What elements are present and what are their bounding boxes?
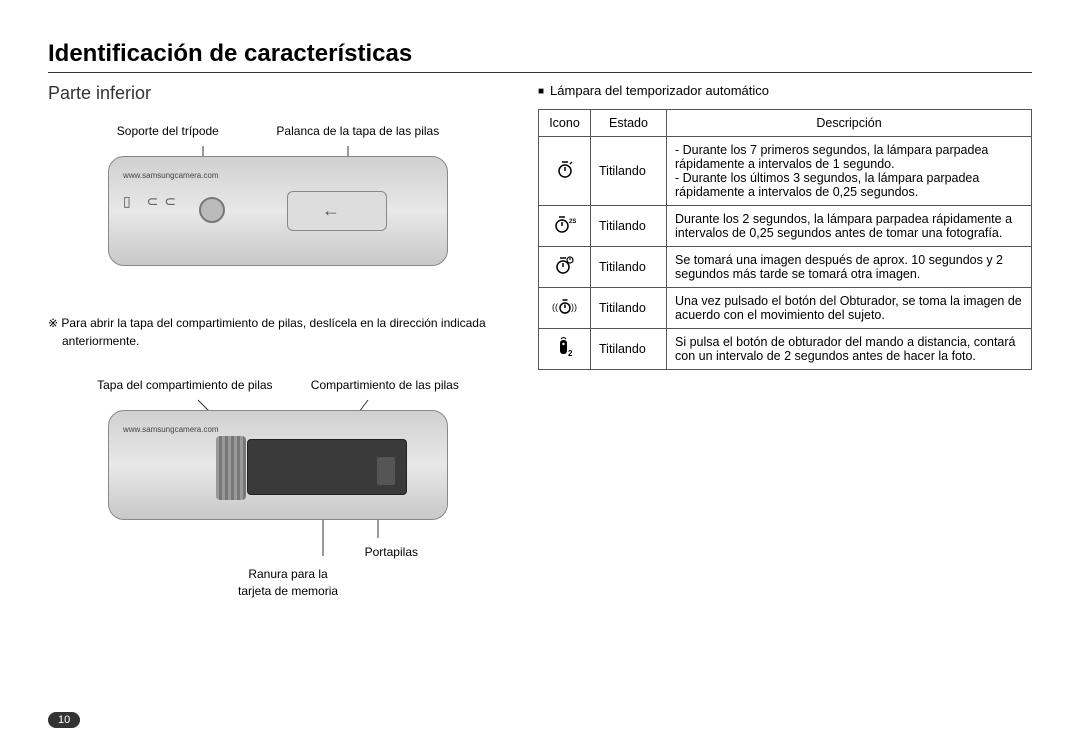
label-card-slot-b: tarjeta de memoria: [238, 583, 338, 600]
svg-text:)): )): [571, 302, 577, 312]
label-tripod: Soporte del trípode: [117, 124, 219, 138]
tripod-socket-icon: [199, 197, 225, 223]
bullet-icon: ■: [538, 83, 544, 101]
table-row: 2 TitilandoSi pulsa el botón de obturador…: [539, 329, 1032, 370]
page-number: 10: [48, 712, 80, 728]
desc-cell: Se tomará una imagen después de aprox. 1…: [667, 247, 1032, 288]
page-title: Identificación de características: [48, 40, 1032, 73]
desc-cell: Si pulsa el botón de obturador del mando…: [667, 329, 1032, 370]
state-cell: Titilando: [591, 329, 667, 370]
label-holder: Portapilas: [365, 544, 418, 561]
label-battery-compartment: Compartimiento de las pilas: [311, 378, 459, 392]
timer2s-icon: 2S: [539, 206, 591, 247]
table-row: Titilando- Durante los 7 primeros segund…: [539, 137, 1032, 206]
state-cell: Titilando: [591, 288, 667, 329]
svg-text:2S: 2S: [569, 219, 576, 225]
label-lever: Palanca de la tapa de las pilas: [276, 124, 439, 138]
timer-icon: [539, 137, 591, 206]
left-column: Parte inferior Soporte del trípode Palan…: [48, 83, 508, 638]
svg-text:2: 2: [568, 349, 573, 358]
label-battery-cover: Tapa del compartimiento de pilas: [97, 378, 272, 392]
state-cell: Titilando: [591, 247, 667, 288]
th-icon: Icono: [539, 110, 591, 137]
timer-table: Icono Estado Descripción Titilando- Dura…: [538, 109, 1032, 370]
desc-cell: Durante los 2 segundos, la lámpara parpa…: [667, 206, 1032, 247]
figure-bottom-open: Tapa del compartimiento de pilas Compart…: [88, 378, 468, 618]
table-row: TitilandoSe tomará una imagen después de…: [539, 247, 1032, 288]
table-row: 2S TitilandoDurante los 2 segundos, la lá…: [539, 206, 1032, 247]
th-state: Estado: [591, 110, 667, 137]
table-row: (())TitilandoUna vez pulsado el botón de…: [539, 288, 1032, 329]
card-slot-icon: [377, 457, 395, 485]
section-subtitle: Parte inferior: [48, 83, 508, 104]
cert-marks-icon: ▯ ⊂⊂: [123, 193, 182, 210]
desc-cell: Una vez pulsado el botón del Obturador, …: [667, 288, 1032, 329]
battery-lever-icon: [287, 191, 387, 231]
remote2-icon: 2: [539, 329, 591, 370]
state-cell: Titilando: [591, 206, 667, 247]
th-desc: Descripción: [667, 110, 1032, 137]
open-cover-note: ※ Para abrir la tapa del compartimiento …: [48, 314, 508, 350]
camera-url: www.samsungcamera.com: [123, 171, 219, 180]
camera-url: www.samsungcamera.com: [123, 425, 219, 434]
figure-bottom-closed: Soporte del trípode Palanca de la tapa d…: [88, 124, 468, 294]
timer-heading: Lámpara del temporizador automático: [550, 83, 769, 101]
svg-text:((: ((: [552, 302, 558, 312]
timer-double-icon: [539, 247, 591, 288]
state-cell: Titilando: [591, 137, 667, 206]
right-column: ■ Lámpara del temporizador automático Ic…: [538, 83, 1032, 638]
desc-cell: - Durante los 7 primeros segundos, la lá…: [667, 137, 1032, 206]
timer-motion-icon: (()): [539, 288, 591, 329]
label-card-slot-a: Ranura para la: [238, 566, 338, 583]
